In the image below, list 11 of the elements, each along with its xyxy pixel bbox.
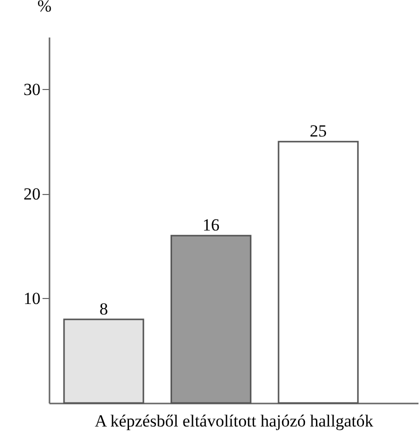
x-axis-title: A képzésből eltávolított hajózó hallgatók	[94, 412, 374, 430]
y-tick-label: 20	[24, 184, 40, 204]
data-label: 8	[99, 299, 108, 318]
bar	[63, 318, 144, 404]
bar	[278, 140, 359, 404]
y-tick-label: 30	[24, 80, 40, 99]
y-tick-label: 10	[24, 288, 40, 308]
y-axis-title: %	[37, 0, 52, 16]
data-label: 16	[202, 216, 220, 235]
data-label: 25	[310, 122, 327, 141]
bar	[170, 234, 252, 404]
